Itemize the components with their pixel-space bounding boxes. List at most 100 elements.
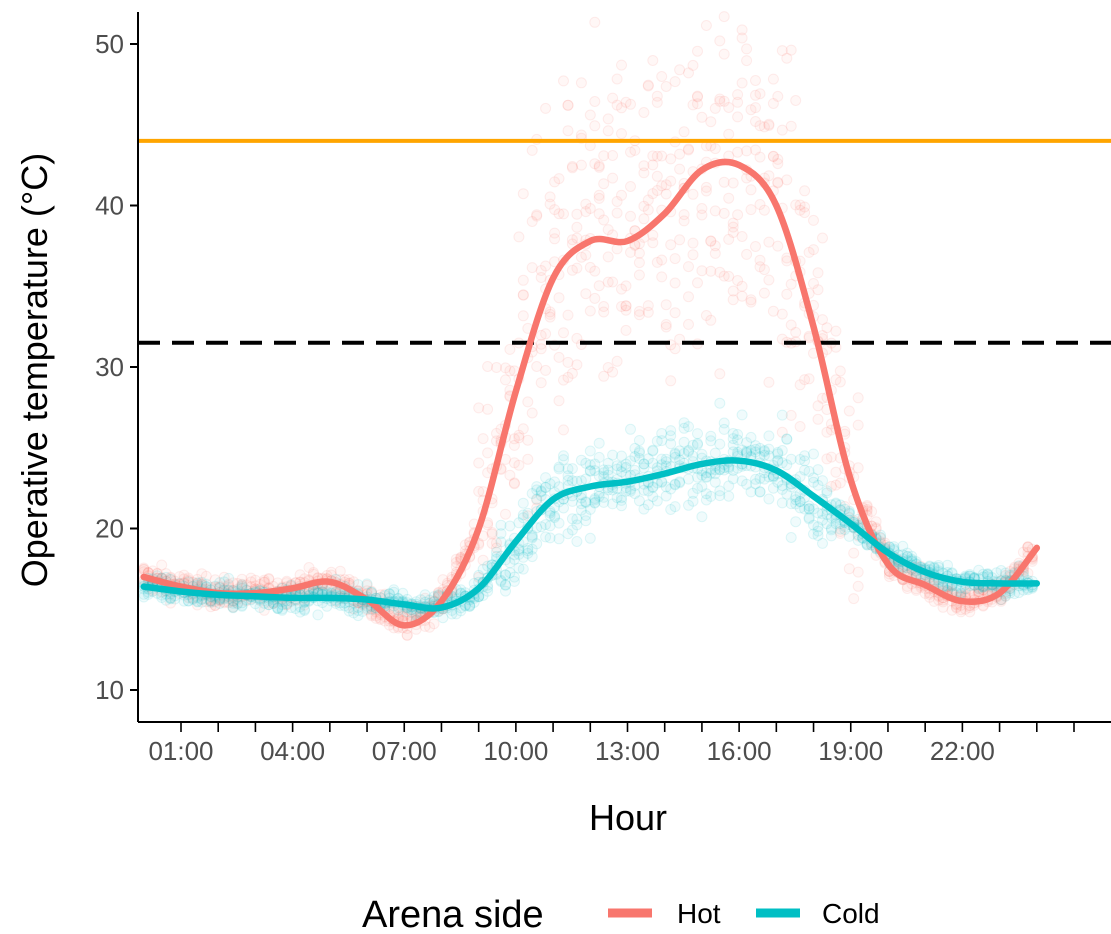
data-point <box>656 435 668 447</box>
data-point <box>745 296 757 308</box>
data-point <box>700 494 712 506</box>
data-point <box>660 456 672 468</box>
data-point <box>705 265 717 277</box>
data-point <box>709 247 721 259</box>
data-point <box>678 436 690 448</box>
data-point <box>772 476 784 488</box>
data-point <box>928 595 940 607</box>
data-point <box>566 161 578 172</box>
data-point <box>669 478 681 490</box>
x-tick-label: 16:00 <box>707 736 772 766</box>
data-point <box>629 451 641 462</box>
data-point <box>513 562 525 574</box>
data-point <box>558 208 569 220</box>
data-point <box>620 485 632 497</box>
data-point <box>790 516 802 528</box>
data-point <box>549 176 561 188</box>
data-point <box>741 43 753 55</box>
data-point <box>593 208 605 220</box>
data-point <box>647 482 659 493</box>
data-point <box>732 429 744 440</box>
data-point <box>700 185 712 197</box>
data-point <box>513 231 525 243</box>
data-point <box>812 507 824 519</box>
data-point <box>799 207 811 219</box>
data-point <box>589 16 601 28</box>
data-point <box>218 576 230 588</box>
data-point <box>799 374 811 386</box>
data-point <box>830 374 842 386</box>
data-point <box>656 459 668 471</box>
data-point <box>580 510 592 521</box>
data-point <box>732 275 744 286</box>
data-point <box>665 375 677 387</box>
data-point <box>901 583 913 594</box>
data-point <box>517 509 529 521</box>
data-point <box>633 447 645 459</box>
data-point <box>683 421 694 433</box>
data-point <box>821 518 833 530</box>
data-point <box>504 567 516 579</box>
data-point <box>821 322 833 334</box>
data-point <box>147 565 159 577</box>
data-point <box>638 458 650 470</box>
data-point <box>776 457 788 469</box>
data-point <box>776 497 788 509</box>
data-point <box>709 143 721 155</box>
data-point <box>696 511 708 523</box>
data-point <box>607 276 619 288</box>
data-point <box>745 104 757 116</box>
data-point <box>642 300 654 312</box>
data-point <box>629 488 641 500</box>
data-point <box>696 481 708 493</box>
data-point <box>843 405 855 417</box>
data-point <box>642 485 654 497</box>
data-point <box>772 177 784 189</box>
data-point <box>254 602 266 613</box>
data-point <box>794 204 806 216</box>
data-point <box>361 579 373 591</box>
data-point <box>540 519 552 531</box>
data-point <box>500 585 511 597</box>
data-point <box>870 516 882 528</box>
data-point <box>674 64 686 76</box>
data-point <box>794 502 806 514</box>
data-point <box>754 442 766 454</box>
data-point <box>763 120 775 131</box>
data-point <box>616 492 627 504</box>
data-point <box>540 482 552 494</box>
data-point <box>526 543 538 555</box>
data-point <box>584 532 596 544</box>
data-point <box>593 160 605 172</box>
data-point <box>647 55 659 66</box>
data-point <box>825 451 837 463</box>
data-point <box>504 557 516 569</box>
data-point <box>348 576 360 588</box>
data-point <box>531 493 543 505</box>
y-tick-label: 30 <box>95 352 124 382</box>
data-point <box>625 210 636 222</box>
data-point <box>571 513 583 525</box>
data-point <box>696 209 708 221</box>
data-point <box>647 188 659 200</box>
data-point <box>638 484 650 496</box>
data-point <box>633 453 645 464</box>
data-point <box>767 98 779 109</box>
data-point <box>191 573 203 585</box>
data-point <box>500 579 511 591</box>
data-point <box>522 396 534 408</box>
data-point <box>651 435 663 447</box>
data-point <box>727 433 739 445</box>
data-point <box>500 579 511 591</box>
data-point <box>799 464 811 476</box>
data-point <box>647 237 659 249</box>
data-point <box>558 454 569 466</box>
data-point <box>232 578 244 589</box>
data-point <box>473 569 485 581</box>
data-point <box>758 121 770 133</box>
data-point <box>897 540 909 552</box>
data-point <box>450 608 462 620</box>
data-point <box>178 573 190 585</box>
data-point <box>732 96 744 108</box>
data-point <box>776 445 788 456</box>
